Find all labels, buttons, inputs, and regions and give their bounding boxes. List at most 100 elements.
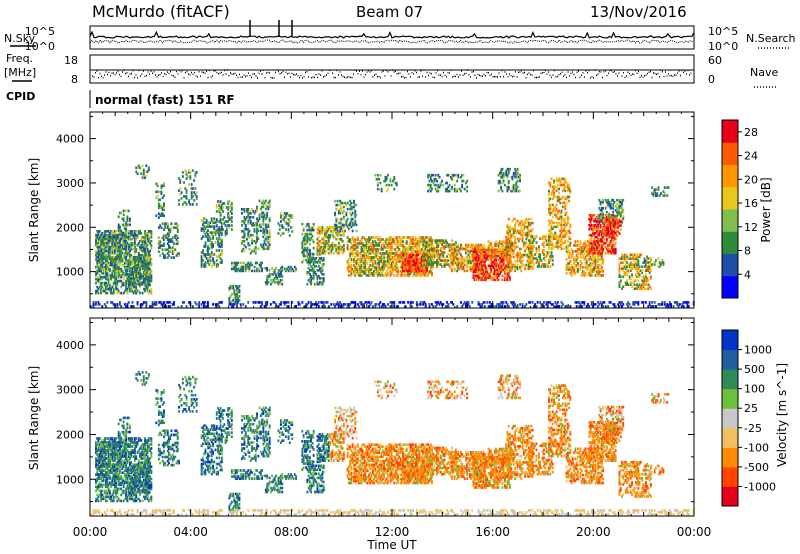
power-cell	[360, 266, 363, 269]
power-cell	[140, 275, 143, 278]
power-cell	[107, 287, 110, 291]
power-cell	[106, 257, 109, 261]
power-cell	[96, 241, 99, 245]
power-cell	[380, 266, 383, 269]
power-cell	[477, 272, 480, 276]
power-cell	[476, 259, 479, 263]
power-cell	[225, 206, 228, 209]
power-cell	[100, 239, 102, 243]
power-cell	[218, 230, 221, 233]
power-cell	[504, 272, 506, 276]
power-cell	[350, 201, 353, 205]
power-cell	[452, 261, 455, 265]
power-cell	[497, 173, 500, 177]
power-cell	[516, 167, 519, 171]
power-cell	[275, 275, 277, 278]
power-cell	[98, 267, 101, 271]
power-cell	[242, 265, 245, 269]
power-cell	[146, 269, 149, 272]
power-cell	[248, 230, 251, 233]
power-cell	[390, 236, 393, 239]
power-cell	[447, 259, 450, 262]
power-cell	[174, 234, 177, 237]
power-cell	[389, 260, 392, 263]
power-cell	[277, 282, 280, 286]
power-cell	[175, 254, 178, 257]
power-cell	[307, 271, 310, 274]
power-cell	[120, 255, 123, 259]
power-cell	[238, 288, 241, 292]
power-cell	[502, 262, 505, 266]
power-cell	[150, 275, 153, 279]
power-cell	[241, 269, 243, 273]
power-cell	[115, 237, 118, 241]
power-cell	[475, 250, 477, 254]
power-cell	[531, 249, 534, 252]
power-cell	[118, 241, 121, 245]
power-cell	[248, 235, 251, 239]
power-cell	[325, 235, 328, 239]
power-cell	[502, 252, 505, 255]
power-cell	[461, 179, 464, 183]
power-cell	[125, 245, 128, 249]
power-cell	[120, 249, 123, 253]
power-cell	[456, 261, 459, 265]
power-cell	[242, 220, 245, 223]
power-cell	[409, 272, 412, 275]
power-cell	[115, 281, 118, 285]
power-cell	[256, 217, 258, 221]
power-cell	[442, 245, 445, 248]
power-cell	[278, 281, 281, 284]
power-cell	[142, 170, 145, 174]
power-cell	[120, 229, 123, 233]
power-cell	[428, 187, 431, 191]
power-cell	[135, 166, 138, 170]
power-cell	[360, 240, 363, 243]
power-cell	[273, 277, 276, 280]
power-cell	[371, 252, 374, 255]
power-cell	[102, 233, 105, 237]
power-cell	[346, 266, 349, 269]
power-cell	[145, 232, 148, 235]
power-cell	[261, 205, 263, 209]
power-cell	[427, 265, 430, 268]
power-cell	[312, 253, 315, 256]
power-cell	[262, 205, 265, 209]
power-cell	[465, 259, 467, 263]
power-cell	[315, 265, 318, 268]
power-cell	[95, 289, 97, 293]
power-cell	[247, 220, 250, 223]
power-cell	[348, 240, 350, 243]
power-cell	[100, 247, 102, 251]
power-cell	[470, 261, 472, 265]
power-cell	[369, 238, 372, 241]
power-cell	[359, 274, 362, 277]
power-cell	[472, 268, 475, 272]
power-cell	[458, 187, 461, 191]
power-cell	[101, 247, 104, 251]
power-cell	[364, 260, 367, 263]
power-cell	[437, 263, 440, 266]
power-cell	[136, 265, 139, 268]
power-cell	[184, 169, 187, 172]
power-cell	[426, 261, 428, 264]
power-cell	[504, 250, 506, 253]
power-cell	[502, 171, 505, 175]
power-cell	[191, 195, 194, 198]
power-cell	[371, 236, 374, 239]
power-cell	[135, 233, 138, 237]
power-cell	[413, 263, 416, 267]
power-cell	[112, 265, 115, 269]
power-cell	[485, 276, 487, 280]
power-cell	[321, 241, 324, 245]
power-cell	[111, 275, 114, 279]
power-cell	[399, 274, 402, 277]
power-cell	[495, 260, 498, 264]
power-cell	[163, 234, 165, 237]
power-cell	[376, 270, 379, 273]
power-cell	[395, 262, 398, 265]
power-cell	[395, 181, 398, 185]
power-cell	[415, 238, 418, 241]
power-cell	[142, 275, 145, 278]
power-cell	[102, 261, 105, 265]
